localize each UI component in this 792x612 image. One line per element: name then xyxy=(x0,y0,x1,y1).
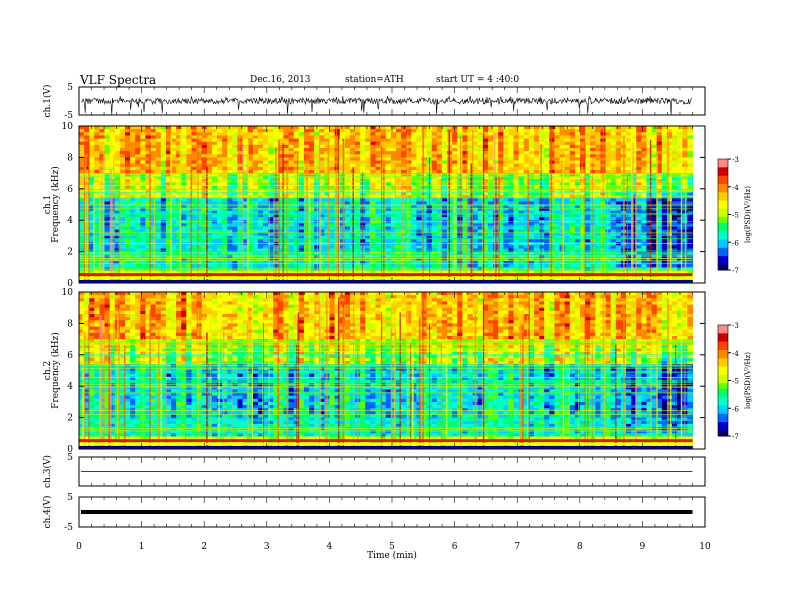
x-axis-label: Time (min) xyxy=(367,550,417,561)
start-time-label: start UT = 4 :40:0 xyxy=(436,75,520,85)
s1-ylabel-frequency: Frequency (kHz) xyxy=(50,166,61,243)
s1-colorbar xyxy=(718,159,728,271)
s2-colorbar-tick-label: -5 xyxy=(732,378,739,386)
s2-colorbar-tick-label: -6 xyxy=(732,405,739,413)
s2-colorbar xyxy=(718,325,728,437)
s2-ytick-label: 0 xyxy=(67,445,73,455)
s2-colorbar-tick-label: -7 xyxy=(732,433,739,441)
s1-colorbar-tick-label: -4 xyxy=(732,184,739,192)
s1-ytick-label: 0 xyxy=(67,279,73,289)
s2-ylabel-channel: ch.2 xyxy=(43,361,53,380)
xtick-label: 3 xyxy=(264,542,270,552)
s1-ytick-label: 10 xyxy=(62,122,74,132)
date-label: Dec.16, 2013 xyxy=(250,75,311,85)
ch3-waveform-ylabel: ch.3(V) xyxy=(42,455,53,488)
xtick-label: 5 xyxy=(389,542,395,552)
s2-colorbar-tick-label: -3 xyxy=(732,322,739,330)
s1-colorbar-tick-label: -3 xyxy=(732,156,739,164)
xtick-label: 10 xyxy=(699,542,711,552)
s1-colorbar-label: log(PSD)(V²/Hz) xyxy=(744,186,752,243)
s1-image xyxy=(79,126,694,284)
xtick-label: 8 xyxy=(577,542,583,552)
xtick-label: 2 xyxy=(201,542,207,552)
ch1-waveform-ylabel: ch.1(V) xyxy=(42,85,53,118)
s1-ytick-label: 6 xyxy=(67,185,73,195)
s2-ytick-label: 8 xyxy=(67,319,73,329)
s2-colorbar-tick-label: -4 xyxy=(732,350,739,358)
ch4-waveform-ylabel: ch.4(V) xyxy=(42,496,53,529)
s1-ytick-label: 2 xyxy=(67,248,73,258)
s1-colorbar-tick-label: -7 xyxy=(732,267,739,275)
s1-colorbar-tick-label: -5 xyxy=(732,212,739,220)
xtick-label: 4 xyxy=(327,542,333,552)
s2-ytick-label: 6 xyxy=(67,351,73,361)
ch4-waveform-trace xyxy=(81,510,693,514)
s2-ytick-label: 2 xyxy=(67,414,73,424)
ch4-waveform-ytick-label: -5 xyxy=(64,523,73,533)
s1-ylabel-channel: ch.1 xyxy=(43,195,53,214)
s2-colorbar-label: log(PSD)(V²/Hz) xyxy=(744,352,752,409)
xtick-label: 7 xyxy=(514,542,520,552)
s1-colorbar-tick-label: -6 xyxy=(732,239,739,247)
s2-image xyxy=(79,292,694,450)
s2-ylabel-frequency: Frequency (kHz) xyxy=(50,332,61,409)
xtick-label: 0 xyxy=(76,542,82,552)
s1-ytick-label: 8 xyxy=(67,153,73,163)
xtick-label: 6 xyxy=(452,542,458,552)
page-title: VLF Spectra xyxy=(80,73,157,87)
s2-ytick-label: 10 xyxy=(62,288,74,298)
ch4-waveform-ytick-label: 5 xyxy=(67,493,73,503)
ch3-waveform-ytick-label: 5 xyxy=(67,453,73,463)
ch1-waveform-ytick-label: 5 xyxy=(67,83,73,93)
s2-ytick-label: 4 xyxy=(67,382,73,392)
ch1-waveform-ytick-label: -5 xyxy=(64,111,73,121)
xtick-label: 1 xyxy=(139,542,145,552)
ch1-waveform-trace xyxy=(80,95,693,115)
xtick-label: 9 xyxy=(640,542,646,552)
s1-ytick-label: 4 xyxy=(67,216,73,226)
station-label: station=ATH xyxy=(345,75,404,85)
